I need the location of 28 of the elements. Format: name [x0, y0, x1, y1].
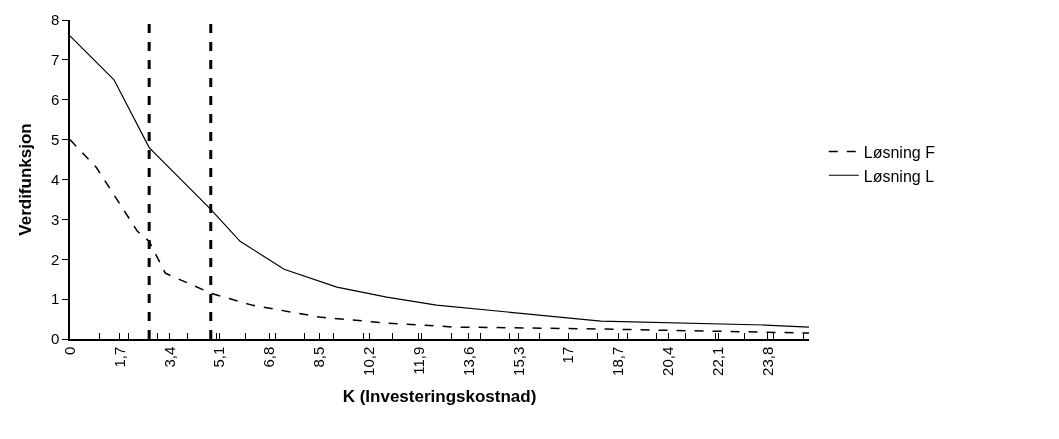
y-tick-label: 4 — [50, 170, 60, 188]
y-tick-label: 2 — [50, 250, 60, 268]
x-tick-label: 10,2 — [359, 346, 377, 376]
x-tick-label: 23,8 — [758, 346, 776, 376]
x-tick-label: 6,8 — [260, 346, 278, 368]
legend-label: Løsning L — [863, 167, 935, 185]
x-tick-label: 8,5 — [310, 346, 328, 368]
x-tick-label: 0 — [60, 346, 78, 356]
x-tick-label: 17 — [559, 346, 577, 364]
x-tick-label: 3,4 — [160, 346, 178, 368]
y-tick-label: 6 — [50, 91, 60, 108]
x-tick-label: 15,3 — [509, 346, 527, 376]
x-tick-label: 22,1 — [708, 346, 726, 376]
y-tick-label: 8 — [50, 11, 60, 29]
y-axis-title: Verdifunksjon — [15, 123, 35, 236]
x-axis-title: K (Investeringskostnad) — [342, 386, 537, 406]
x-tick-label: 11,9 — [409, 346, 427, 375]
x-tick-label: 1,7 — [110, 346, 128, 368]
y-tick-label: 0 — [50, 330, 60, 348]
y-tick-label: 7 — [50, 51, 60, 69]
x-tick-label: 13,6 — [459, 346, 477, 376]
x-tick-label: 5,1 — [210, 346, 228, 368]
y-tick-label: 3 — [50, 210, 60, 228]
y-tick-label: 5 — [50, 130, 60, 148]
y-tick-label: 1 — [50, 290, 60, 308]
x-tick-label: 18,7 — [609, 346, 627, 376]
x-tick-label: 20,4 — [659, 346, 677, 376]
legend-label: Løsning F — [863, 143, 936, 161]
